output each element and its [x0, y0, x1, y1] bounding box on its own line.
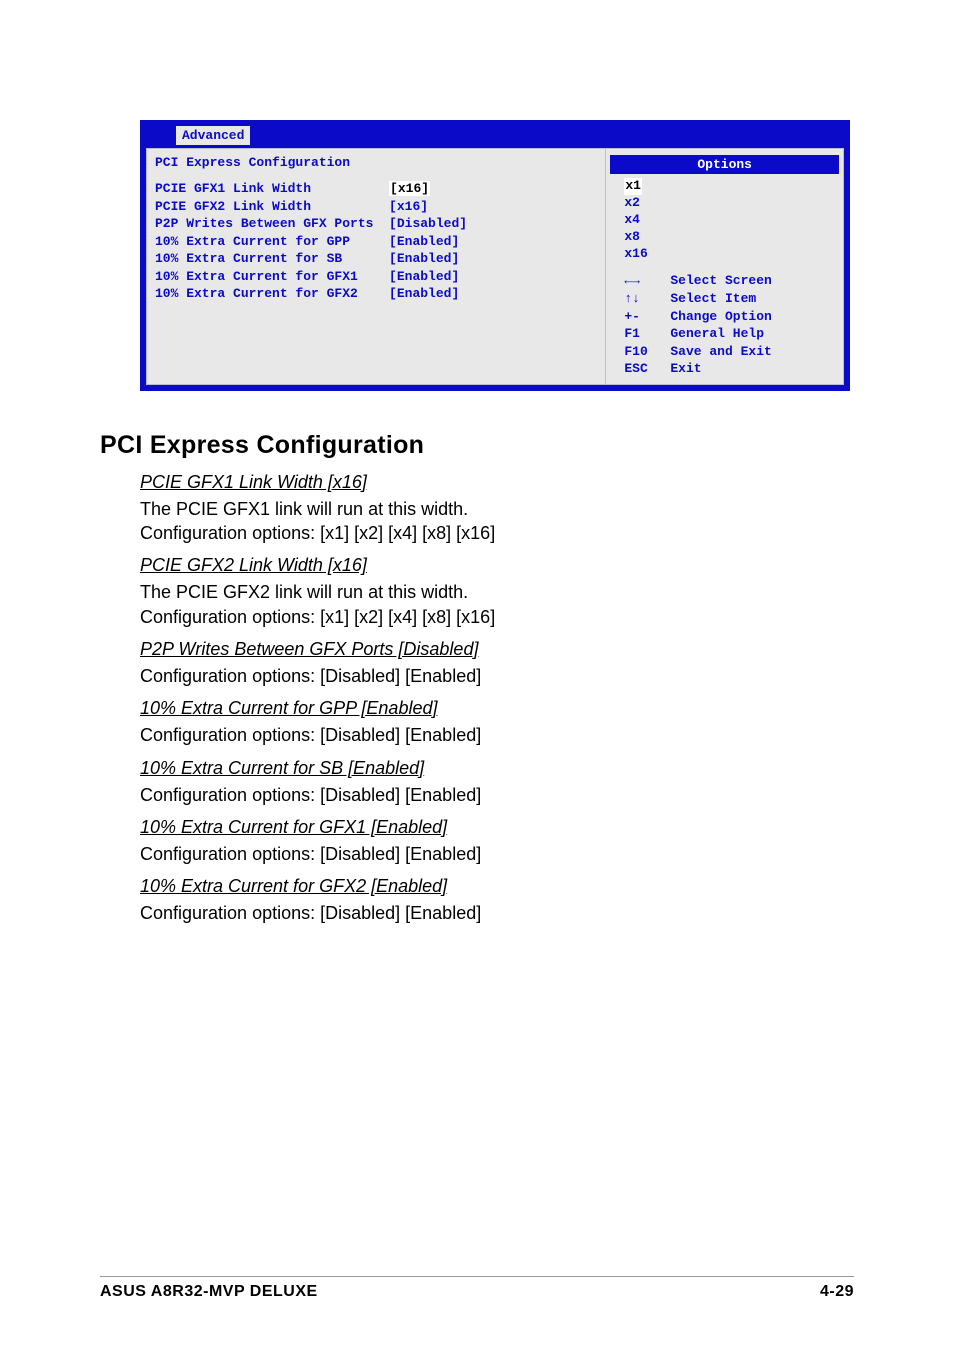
bios-help-key: +-: [624, 308, 670, 326]
doc-section-text: Configuration options: [Disabled] [Enabl…: [140, 783, 854, 807]
bios-help-row: F10Save and Exit: [624, 343, 839, 361]
doc-section-title: 10% Extra Current for GFX2 [Enabled]: [140, 876, 854, 897]
bios-help-row: +-Change Option: [624, 308, 839, 326]
doc-section: 10% Extra Current for SB [Enabled] Config…: [140, 758, 854, 807]
page-footer: ASUS A8R32-MVP DELUXE 4-29: [100, 1276, 854, 1301]
bios-help-key: ESC: [624, 360, 670, 378]
bios-setting-row[interactable]: PCIE GFX1 Link Width [x16]: [155, 180, 597, 198]
bios-help-label: Save and Exit: [670, 343, 771, 361]
footer-left: ASUS A8R32-MVP DELUXE: [100, 1283, 318, 1301]
bios-help-key: ↑↓: [624, 290, 670, 308]
bios-help-label: Select Screen: [670, 272, 771, 290]
doc-section-text: The PCIE GFX2 link will run at this widt…: [140, 580, 854, 604]
bios-tab-advanced[interactable]: Advanced: [176, 126, 250, 145]
doc-section-title: PCIE GFX2 Link Width [x16]: [140, 555, 854, 576]
bios-option[interactable]: x16: [624, 246, 839, 263]
bios-help-panel: ←→Select Screen↑↓Select Item+-Change Opt…: [606, 266, 843, 383]
doc-section: 10% Extra Current for GFX2 [Enabled] Conf…: [140, 876, 854, 925]
bios-help-row: F1General Help: [624, 325, 839, 343]
bios-help-row: ESCExit: [624, 360, 839, 378]
doc-section-text: Configuration options: [x1] [x2] [x4] [x…: [140, 605, 854, 629]
bios-help-key: F1: [624, 325, 670, 343]
doc-section-title: P2P Writes Between GFX Ports [Disabled]: [140, 639, 854, 660]
doc-section-text: Configuration options: [Disabled] [Enabl…: [140, 901, 854, 925]
bios-option[interactable]: x2: [624, 195, 839, 212]
doc-section-text: The PCIE GFX1 link will run at this widt…: [140, 497, 854, 521]
bios-setting-row[interactable]: 10% Extra Current for GPP [Enabled]: [155, 233, 597, 251]
doc-section: PCIE GFX1 Link Width [x16] The PCIE GFX1 …: [140, 472, 854, 546]
footer-right: 4-29: [820, 1283, 854, 1301]
bios-side-panel: Options x1x2x4x8x16 ←→Select Screen↑↓Sel…: [606, 149, 843, 384]
doc-section-text: Configuration options: [Disabled] [Enabl…: [140, 664, 854, 688]
doc-section: 10% Extra Current for GFX1 [Enabled] Conf…: [140, 817, 854, 866]
bios-setting-row[interactable]: 10% Extra Current for SB [Enabled]: [155, 250, 597, 268]
bios-option[interactable]: x1: [624, 178, 839, 195]
bios-setting-row[interactable]: P2P Writes Between GFX Ports [Disabled]: [155, 215, 597, 233]
bios-help-row: ↑↓Select Item: [624, 290, 839, 308]
bios-help-key: ←→: [624, 272, 670, 290]
doc-section-text: Configuration options: [x1] [x2] [x4] [x…: [140, 521, 854, 545]
bios-help-label: Exit: [670, 360, 701, 378]
bios-help-label: Change Option: [670, 308, 771, 326]
doc-section: 10% Extra Current for GPP [Enabled] Confi…: [140, 698, 854, 747]
bios-setting-row[interactable]: PCIE GFX2 Link Width [x16]: [155, 198, 597, 216]
bios-option[interactable]: x4: [624, 212, 839, 229]
bios-panel-title: PCI Express Configuration: [155, 155, 597, 170]
doc-section-title: 10% Extra Current for GPP [Enabled]: [140, 698, 854, 719]
doc-section-title: PCIE GFX1 Link Width [x16]: [140, 472, 854, 493]
bios-help-label: General Help: [670, 325, 764, 343]
bios-options-header: Options: [610, 155, 839, 174]
bios-help-row: ←→Select Screen: [624, 272, 839, 290]
bios-help-label: Select Item: [670, 290, 756, 308]
doc-section: P2P Writes Between GFX Ports [Disabled] C…: [140, 639, 854, 688]
doc-section-text: Configuration options: [Disabled] [Enabl…: [140, 723, 854, 747]
bios-options-list: x1x2x4x8x16: [606, 178, 843, 266]
doc-section-title: 10% Extra Current for GFX1 [Enabled]: [140, 817, 854, 838]
doc-section: PCIE GFX2 Link Width [x16] The PCIE GFX2 …: [140, 555, 854, 629]
doc-section-title: 10% Extra Current for SB [Enabled]: [140, 758, 854, 779]
bios-setting-row[interactable]: 10% Extra Current for GFX2 [Enabled]: [155, 285, 597, 303]
page-heading: PCI Express Configuration: [100, 431, 854, 460]
bios-screen: Advanced PCI Express Configuration PCIE …: [140, 120, 850, 391]
bios-help-key: F10: [624, 343, 670, 361]
doc-section-text: Configuration options: [Disabled] [Enabl…: [140, 842, 854, 866]
bios-option[interactable]: x8: [624, 229, 839, 246]
bios-settings-panel: PCI Express Configuration PCIE GFX1 Link…: [147, 149, 606, 384]
bios-tab-bar: Advanced: [146, 126, 844, 148]
bios-setting-row[interactable]: 10% Extra Current for GFX1 [Enabled]: [155, 268, 597, 286]
